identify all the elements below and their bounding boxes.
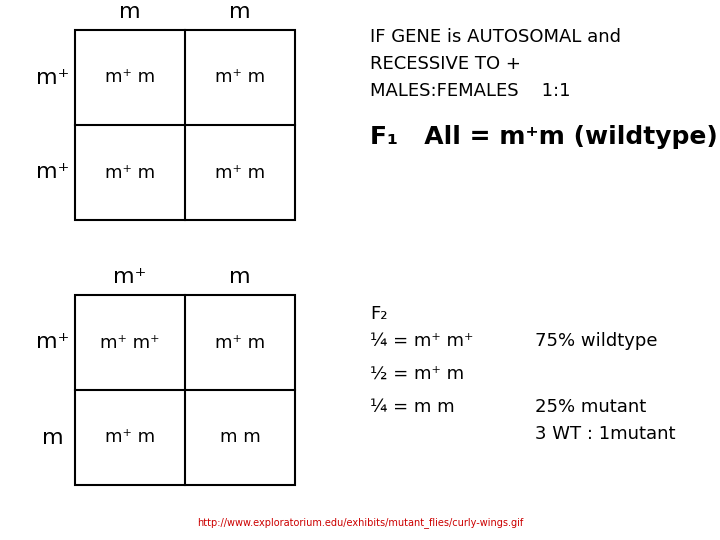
Text: RECESSIVE TO +: RECESSIVE TO + xyxy=(370,55,521,73)
Text: m⁺: m⁺ xyxy=(36,68,70,87)
Text: 25% mutant: 25% mutant xyxy=(535,398,647,416)
Text: F₁   All = m⁺m (wildtype): F₁ All = m⁺m (wildtype) xyxy=(370,125,718,149)
Text: m⁺ m: m⁺ m xyxy=(215,69,265,86)
Text: m⁺ m: m⁺ m xyxy=(215,164,265,181)
Bar xyxy=(75,295,295,485)
Text: m⁺ m: m⁺ m xyxy=(105,164,155,181)
Text: MALES:FEMALES    1:1: MALES:FEMALES 1:1 xyxy=(370,82,570,100)
Text: ¼ = m⁺ m⁺: ¼ = m⁺ m⁺ xyxy=(370,332,473,350)
Text: m⁺: m⁺ xyxy=(36,163,70,183)
Text: http://www.exploratorium.edu/exhibits/mutant_flies/curly-wings.gif: http://www.exploratorium.edu/exhibits/mu… xyxy=(197,517,523,528)
Text: ¼ = m m: ¼ = m m xyxy=(370,398,454,416)
Text: IF GENE is AUTOSOMAL and: IF GENE is AUTOSOMAL and xyxy=(370,28,621,46)
Text: m⁺: m⁺ xyxy=(113,267,147,287)
Text: m: m xyxy=(229,267,251,287)
Text: m⁺ m: m⁺ m xyxy=(105,69,155,86)
Text: F₂: F₂ xyxy=(370,305,387,323)
Text: 3 WT : 1mutant: 3 WT : 1mutant xyxy=(535,425,675,443)
Text: ½ = m⁺ m: ½ = m⁺ m xyxy=(370,365,464,383)
Text: m: m xyxy=(42,428,64,448)
Text: m⁺ m: m⁺ m xyxy=(105,429,155,447)
Text: m: m xyxy=(229,2,251,22)
Text: m⁺: m⁺ xyxy=(36,333,70,353)
Bar xyxy=(75,30,295,220)
Text: m m: m m xyxy=(220,429,261,447)
Text: m⁺ m⁺: m⁺ m⁺ xyxy=(100,334,160,352)
Text: m⁺ m: m⁺ m xyxy=(215,334,265,352)
Text: 75% wildtype: 75% wildtype xyxy=(535,332,657,350)
Text: m: m xyxy=(120,2,141,22)
